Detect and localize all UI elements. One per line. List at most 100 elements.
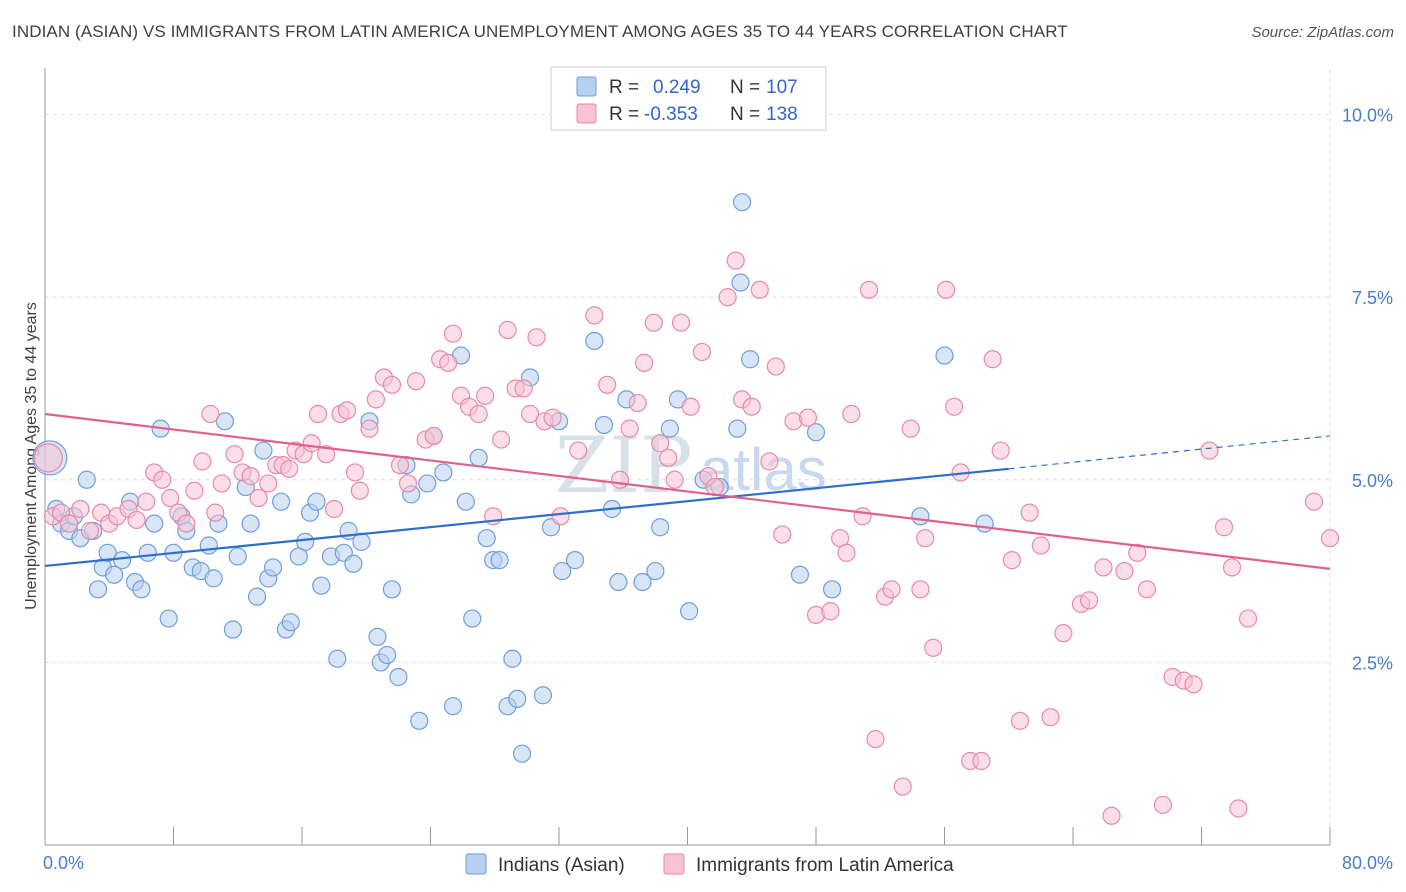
latin-america-point xyxy=(543,408,562,427)
indian-point xyxy=(733,193,752,212)
latin-america-point xyxy=(1054,624,1073,643)
latin-america-point xyxy=(692,342,712,362)
latin-america-point xyxy=(1079,591,1099,610)
latin-america-point xyxy=(1002,551,1022,570)
latin-america-point xyxy=(201,404,220,424)
latin-america-point xyxy=(924,638,943,657)
latin-america-point xyxy=(659,448,678,467)
latin-america-point xyxy=(1304,492,1324,511)
latin-america-point xyxy=(742,397,761,416)
legend-r-label-pink: R = xyxy=(609,104,639,125)
latin-america-point xyxy=(681,397,700,416)
legend-n-label-pink: N = xyxy=(730,104,760,125)
series-legend: Indians (Asian) Immigrants from Latin Am… xyxy=(465,853,954,876)
latin-america-point xyxy=(1238,609,1258,628)
latin-america-point xyxy=(842,404,861,424)
latin-america-point xyxy=(901,419,920,438)
legend-swatch-blue xyxy=(576,76,597,97)
indian-point xyxy=(456,492,475,511)
latin-america-point xyxy=(280,459,299,478)
latin-america-point xyxy=(177,514,196,533)
indian-point xyxy=(254,441,273,460)
latin-america-point xyxy=(443,324,463,343)
latin-america-point xyxy=(206,503,225,522)
latin-america-point xyxy=(598,375,617,394)
indian-point xyxy=(241,514,260,533)
latin-america-point xyxy=(651,434,670,453)
latin-america-point xyxy=(1137,580,1156,599)
legend-r-label-blue: R = xyxy=(609,77,639,98)
latin-america-point xyxy=(398,474,418,493)
latin-america-point xyxy=(1031,536,1050,555)
latin-america-point xyxy=(610,470,630,489)
latin-america-point xyxy=(382,375,402,394)
latin-america-point xyxy=(1020,503,1039,522)
latin-america-point xyxy=(33,443,63,473)
latin-america-point xyxy=(1320,529,1340,548)
indian-point xyxy=(199,536,218,555)
latin-america-point xyxy=(439,353,458,372)
indian-point xyxy=(822,580,842,599)
indian-point xyxy=(368,627,387,646)
latin-america-point xyxy=(137,492,156,511)
legend-box xyxy=(550,66,827,131)
latin-america-point xyxy=(1214,518,1234,537)
latin-america-point xyxy=(127,510,146,530)
y-tick-label-1: 5.0% xyxy=(1352,471,1393,491)
latin-america-point xyxy=(1128,543,1147,562)
latin-america-point xyxy=(241,467,260,486)
latin-america-point xyxy=(945,397,964,416)
latin-america-point xyxy=(469,404,488,424)
latin-america-point xyxy=(766,357,785,376)
legend-n-value-pink: 138 xyxy=(766,104,798,125)
latin-america-point xyxy=(80,521,100,540)
latin-america-point xyxy=(316,445,336,464)
latin-america-point xyxy=(360,419,379,438)
indian-point xyxy=(312,576,331,595)
latin-america-point xyxy=(620,419,639,438)
latin-america-point xyxy=(498,320,517,340)
indian-point xyxy=(935,346,954,365)
latin-america-point xyxy=(249,488,268,508)
latin-america-point xyxy=(798,408,818,427)
trend-line-indians xyxy=(44,467,1009,568)
indian-point xyxy=(281,613,300,632)
latin-america-point xyxy=(520,404,540,424)
latin-america-point xyxy=(1222,558,1242,577)
indian-point xyxy=(633,572,652,592)
latin-america-point xyxy=(644,313,663,332)
x-tick-labels: 0.0% 80.0% xyxy=(43,853,1393,873)
latin-america-point xyxy=(1010,711,1030,730)
y-tick-labels: 2.5% 5.0% 7.5% 10.0% xyxy=(1342,106,1393,674)
indian-point xyxy=(503,649,522,668)
latin-america-point xyxy=(1184,675,1203,694)
indian-point xyxy=(731,273,750,292)
latin-america-point xyxy=(837,543,856,562)
latin-america-point xyxy=(308,404,328,424)
indian-point xyxy=(806,423,826,442)
indian-point xyxy=(728,419,747,438)
series-legend-swatch-indians xyxy=(465,853,487,875)
indian-point xyxy=(159,609,178,628)
latin-america-point xyxy=(492,430,511,449)
legend-r-value-blue: 0.249 xyxy=(653,77,701,98)
indian-point xyxy=(680,602,699,621)
indian-point xyxy=(145,514,164,533)
latin-america-point xyxy=(424,426,443,446)
latin-america-point xyxy=(628,393,647,413)
series-legend-swatch-latin-america xyxy=(663,853,685,875)
x-tick-label-max: 80.0% xyxy=(1342,853,1393,873)
chart-source: Source: ZipAtlas.com xyxy=(1251,24,1394,41)
indian-point xyxy=(378,645,397,665)
latin-america-point xyxy=(476,386,495,405)
latin-america-point xyxy=(337,401,357,420)
latin-america-point xyxy=(325,499,344,519)
indian-point xyxy=(215,412,234,431)
latin-america-point xyxy=(71,499,90,519)
latin-america-point xyxy=(390,456,410,475)
indian-point xyxy=(477,529,496,548)
latin-america-point xyxy=(161,488,180,508)
indian-point xyxy=(382,580,402,599)
indian-point xyxy=(975,514,994,533)
